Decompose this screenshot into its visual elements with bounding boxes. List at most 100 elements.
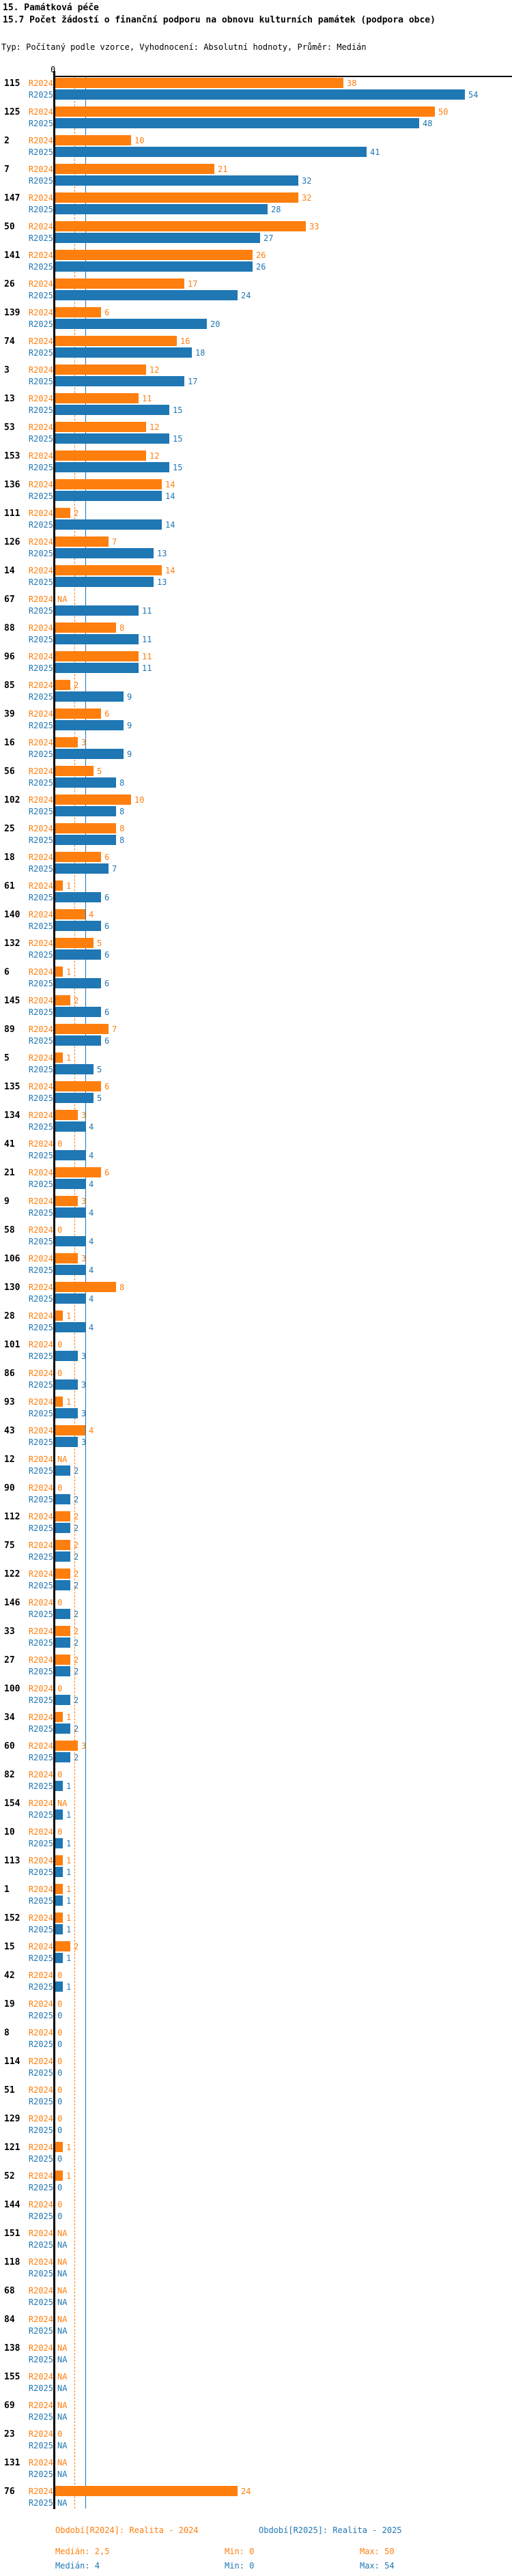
bar-r2025	[55, 233, 260, 243]
category-label: 42	[4, 1971, 15, 1981]
category-label: 141	[4, 251, 20, 261]
value-label-r2024: 4	[89, 910, 94, 919]
bar-group: 84 R2024 NA R2025 NA	[0, 2314, 512, 2336]
value-label-r2024: 0	[57, 2028, 63, 2037]
value-label-r2024: 2	[74, 996, 79, 1005]
bar-r2024	[55, 565, 162, 575]
value-label-r2024: 0	[57, 2429, 63, 2439]
value-label-r2025: 6	[104, 1036, 110, 1046]
category-label: 68	[4, 2286, 15, 2296]
series-label-r2024: R2024	[28, 1741, 53, 1751]
category-label: 15	[4, 1942, 15, 1952]
value-label-r2025: NA	[57, 2441, 68, 2450]
value-label-r2025: 0	[57, 2154, 63, 2164]
series-label-r2024: R2024	[28, 767, 53, 776]
bar-r2025	[55, 1179, 85, 1189]
category-label: 152	[4, 1913, 20, 1923]
bar-r2024	[55, 909, 85, 919]
value-label-r2024: 3	[81, 738, 87, 747]
category-label: 60	[4, 1741, 15, 1751]
series-label-r2025: R2025	[28, 491, 53, 501]
value-label-r2024: 8	[119, 1283, 125, 1292]
value-label-r2024: NA	[57, 1799, 68, 1808]
bar-group: 16 R2024 3 R2025 9	[0, 737, 512, 759]
category-label: 86	[4, 1369, 15, 1379]
series-label-r2024: R2024	[28, 480, 53, 489]
bar-group: 74 R2024 16 R2025 18	[0, 336, 512, 358]
bar-r2025	[55, 405, 169, 415]
series-label-r2025: R2025	[28, 1724, 53, 1734]
series-label-r2025: R2025	[28, 2412, 53, 2422]
value-label-r2024: 0	[57, 1971, 63, 1980]
bar-group: 61 R2024 1 R2025 6	[0, 881, 512, 902]
category-label: 135	[4, 1082, 20, 1092]
value-label-r2024: 0	[57, 1999, 63, 2009]
bar-group: 126 R2024 7 R2025 13	[0, 536, 512, 558]
value-label-r2024: NA	[57, 2229, 68, 2238]
bar-group: 23 R2024 0 R2025 NA	[0, 2429, 512, 2450]
value-label-r2025: 9	[127, 721, 132, 730]
series-label-r2025: R2025	[28, 377, 53, 386]
bar-group: 136 R2024 14 R2025 14	[0, 479, 512, 501]
series-label-r2024: R2024	[28, 1999, 53, 2009]
series-label-r2025: R2025	[28, 2355, 53, 2364]
value-label-r2024: 2	[74, 681, 79, 690]
bar-r2024	[55, 364, 146, 375]
series-label-r2024: R2024	[28, 1168, 53, 1177]
value-label-r2025: 48	[423, 119, 433, 128]
bar-r2024	[55, 2486, 238, 2496]
value-label-r2024: 0	[57, 2057, 63, 2066]
bar-group: 93 R2024 1 R2025 3	[0, 1397, 512, 1418]
bar-r2025	[55, 978, 101, 988]
bar-group: 131 R2024 NA R2025 NA	[0, 2457, 512, 2479]
series-label-r2025: R2025	[28, 2441, 53, 2450]
series-label-r2024: R2024	[28, 795, 53, 805]
series-label-r2025: R2025	[28, 1294, 53, 1304]
bar-group: 25 R2024 8 R2025 8	[0, 823, 512, 845]
bar-r2024	[55, 393, 139, 403]
series-label-r2025: R2025	[28, 749, 53, 759]
value-label-r2025: 6	[104, 921, 110, 931]
series-label-r2025: R2025	[28, 549, 53, 558]
bar-group: 18 R2024 6 R2025 7	[0, 852, 512, 874]
value-label-r2025: 3	[81, 1409, 87, 1418]
bar-r2025	[55, 663, 139, 673]
series-label-r2024: R2024	[28, 2343, 53, 2353]
legend-min-r2024: Min: 0	[225, 2547, 255, 2556]
series-label-r2025: R2025	[28, 1954, 53, 1963]
bar-r2025	[55, 921, 101, 931]
value-label-r2025: 41	[370, 147, 380, 157]
series-label-r2025: R2025	[28, 291, 53, 300]
value-label-r2025: 26	[256, 262, 266, 272]
category-label: 27	[4, 1655, 15, 1665]
series-label-r2024: R2024	[28, 853, 53, 862]
value-label-r2024: 6	[104, 709, 110, 719]
category-label: 21	[4, 1168, 15, 1178]
bar-group: 13 R2024 11 R2025 15	[0, 393, 512, 415]
series-label-r2024: R2024	[28, 910, 53, 919]
bar-group: 53 R2024 12 R2025 15	[0, 422, 512, 444]
series-label-r2024: R2024	[28, 967, 53, 977]
value-label-r2025: 4	[89, 1122, 94, 1132]
category-label: 131	[4, 2458, 20, 2468]
bar-r2024	[55, 1397, 63, 1407]
series-label-r2024: R2024	[28, 1082, 53, 1091]
value-label-r2025: 0	[57, 2126, 63, 2135]
bar-r2024	[55, 1110, 78, 1120]
value-label-r2024: 3	[81, 1197, 87, 1206]
bar-r2025	[55, 1981, 63, 1992]
bar-group: 69 R2024 NA R2025 NA	[0, 2400, 512, 2422]
series-label-r2024: R2024	[28, 1139, 53, 1149]
bar-group: 28 R2024 1 R2025 4	[0, 1311, 512, 1332]
bar-r2025	[55, 1007, 101, 1017]
category-label: 146	[4, 1598, 20, 1608]
value-label-r2025: 4	[89, 1179, 94, 1189]
category-label: 126	[4, 537, 20, 547]
bar-r2024	[55, 823, 116, 833]
category-label: 134	[4, 1111, 20, 1121]
legend-max-r2025: Max: 54	[360, 2561, 395, 2571]
series-label-r2025: R2025	[28, 1839, 53, 1848]
bar-r2025	[55, 835, 116, 845]
bar-r2024	[55, 1626, 70, 1636]
